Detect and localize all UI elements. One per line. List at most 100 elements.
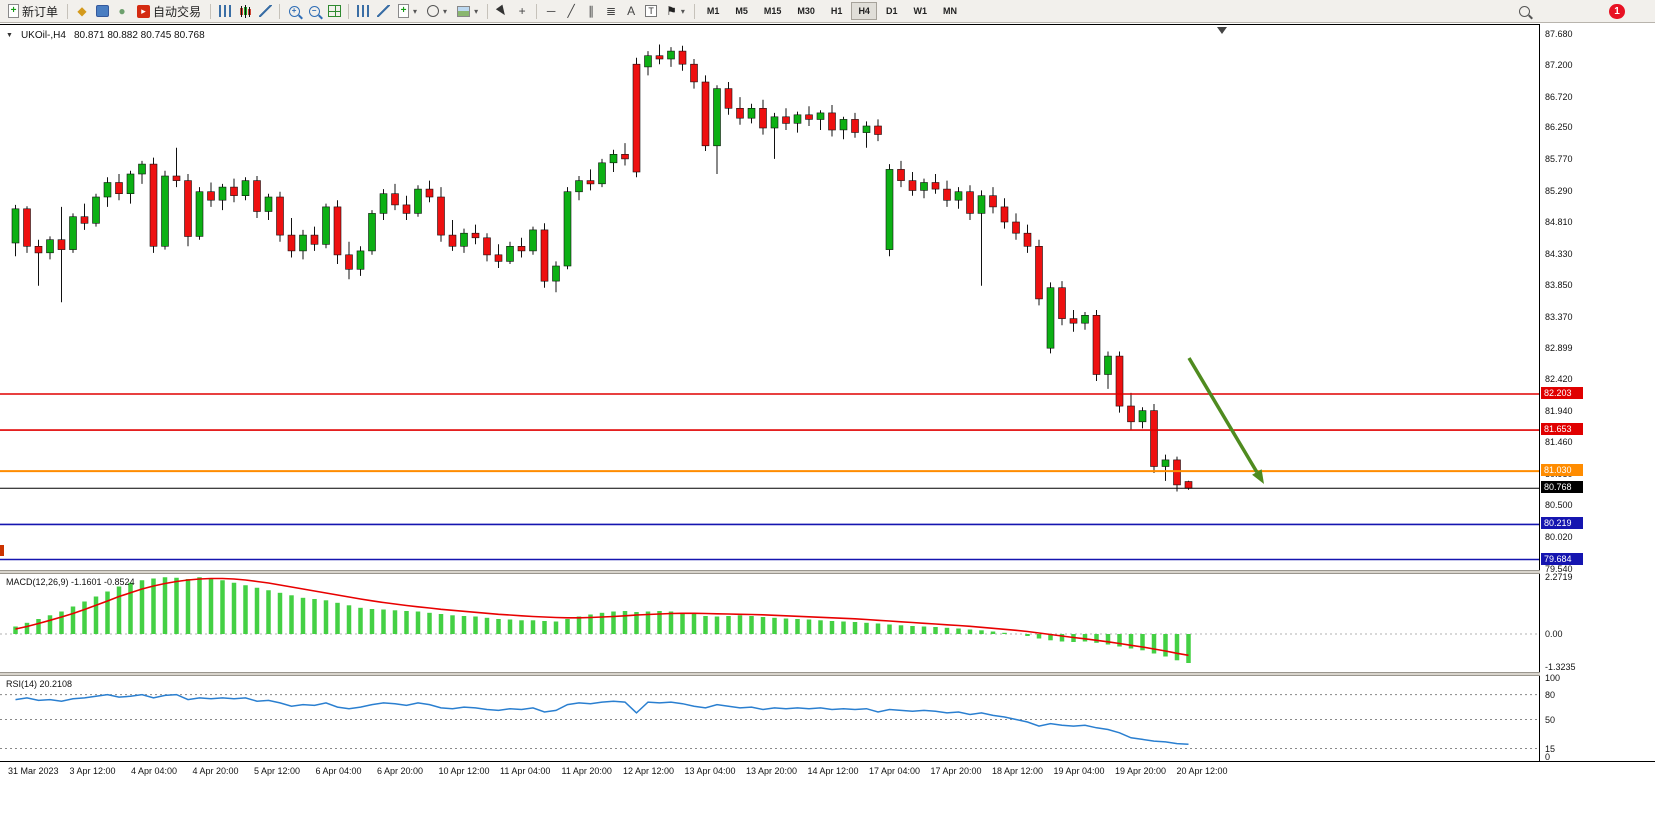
candle-body xyxy=(1046,287,1055,349)
tile-windows-button[interactable] xyxy=(325,3,343,20)
candle-body xyxy=(345,254,353,270)
timeframe-d1[interactable]: D1 xyxy=(885,6,898,16)
timeframe-mn[interactable]: MN xyxy=(942,6,957,16)
oscillator-add-button[interactable] xyxy=(374,3,392,20)
timeframe-h1[interactable]: H1 xyxy=(830,6,843,16)
main-toolbar: + 新订单 ◆ ● ▸ 自动交易 + − + ▾ ▾ ▾ xyxy=(0,0,1655,23)
crosshair-button[interactable]: + xyxy=(518,4,526,18)
rsi-canvas[interactable] xyxy=(0,676,1539,761)
trendline-button[interactable]: ╱ xyxy=(567,4,575,18)
left-object-marker xyxy=(0,545,4,556)
candle-body xyxy=(195,191,204,237)
timeframe-m5[interactable]: M5 xyxy=(735,6,748,16)
candle-body xyxy=(460,232,468,247)
zoom-in-button[interactable]: + xyxy=(285,3,303,20)
macd-canvas[interactable] xyxy=(0,574,1539,672)
text-button[interactable]: A xyxy=(627,4,636,18)
auto-trading-button[interactable]: ▸ 自动交易 xyxy=(133,2,205,21)
time-axis[interactable]: 31 Mar 2023 3 Apr 12:00 4 Apr 04:00 4 Apr 2… xyxy=(0,761,1655,825)
search-button[interactable] xyxy=(1515,3,1533,20)
price-axis-label: 85.770 xyxy=(1545,154,1573,164)
candlestick-chart-button[interactable] xyxy=(236,3,254,20)
profiles-icon[interactable] xyxy=(93,3,111,20)
timeframe-m30[interactable]: M30 xyxy=(797,6,815,16)
timeframe-m1[interactable]: M1 xyxy=(706,6,720,16)
line-chart-button[interactable] xyxy=(256,3,274,20)
rsi-panel: RSI(14) 20.2108 xyxy=(0,676,1540,761)
candle-body xyxy=(575,180,583,193)
rsi-label: RSI(14) 20.2108 xyxy=(6,679,73,689)
main-chart-canvas[interactable] xyxy=(0,25,1539,570)
candle-body xyxy=(1058,287,1066,319)
fibonacci-button[interactable]: ≣ xyxy=(606,4,617,18)
price-axis[interactable]: 87.680 87.200 86.720 86.250 85.770 85.290 84.8… xyxy=(1540,24,1655,762)
candle-body xyxy=(885,169,894,250)
candle-body xyxy=(506,246,514,262)
rsi-axis-label: 100 xyxy=(1545,673,1561,683)
candle-body xyxy=(46,239,54,254)
new-order-button[interactable]: + 新订单 xyxy=(4,2,62,21)
channel-button[interactable]: ∥ xyxy=(588,4,595,18)
time-axis-label: 6 Apr 20:00 xyxy=(377,766,424,776)
candle-body xyxy=(908,180,917,191)
zoom-out-button[interactable]: − xyxy=(305,3,323,20)
cursor-button[interactable] xyxy=(493,3,511,20)
candle-body xyxy=(322,206,330,245)
time-axis-label: 18 Apr 12:00 xyxy=(992,766,1044,776)
candle-body xyxy=(1012,221,1020,234)
indicator-add-button[interactable] xyxy=(354,3,372,20)
panel-splitter[interactable] xyxy=(0,570,1655,574)
candle-body xyxy=(747,108,756,119)
trend-arrow-head xyxy=(1252,469,1264,484)
rsi-axis-label: 50 xyxy=(1545,715,1556,725)
horizontal-line-button[interactable]: ─ xyxy=(546,4,556,18)
template-button[interactable]: ▾ xyxy=(453,5,482,18)
toolbar-separator xyxy=(536,3,538,19)
bar-chart-button[interactable] xyxy=(216,3,234,20)
candlestick-chart-icon xyxy=(238,4,252,18)
trend-arrow-line[interactable] xyxy=(1187,357,1259,473)
symbol-dropdown-icon[interactable]: ▼ xyxy=(6,32,13,39)
market-watch-icon[interactable]: ◆ xyxy=(77,4,87,18)
time-axis-label: 5 Apr 12:00 xyxy=(254,766,301,776)
auto-trading-label: 自动交易 xyxy=(153,4,202,19)
time-axis-label: 3 Apr 12:00 xyxy=(69,766,116,776)
clock-icon xyxy=(427,5,440,17)
text-label-button[interactable]: T xyxy=(642,3,660,20)
period-button[interactable]: ▾ xyxy=(423,4,451,18)
chart-shift-marker[interactable] xyxy=(1217,27,1227,34)
timeframe-m15[interactable]: M15 xyxy=(763,6,782,16)
candle-body xyxy=(276,196,284,236)
candle-body xyxy=(690,63,698,83)
price-axis-label: 84.330 xyxy=(1545,249,1573,259)
time-axis-label: 11 Apr 20:00 xyxy=(561,766,612,776)
candle-body xyxy=(218,186,227,201)
candle-body xyxy=(563,191,572,267)
text-label-icon: T xyxy=(645,5,658,17)
time-axis-label: 14 Apr 12:00 xyxy=(807,766,859,776)
candle-body xyxy=(977,195,986,214)
data-window-icon[interactable]: ● xyxy=(118,4,126,18)
candle-body xyxy=(621,154,629,160)
time-axis-label: 13 Apr 20:00 xyxy=(746,766,798,776)
price-axis-label: 83.370 xyxy=(1545,312,1573,322)
timeframe-w1[interactable]: W1 xyxy=(913,6,927,16)
toolbar-separator xyxy=(348,3,350,19)
new-order-label: 新订单 xyxy=(22,4,59,19)
new-chart-button[interactable]: + ▾ xyxy=(394,3,421,19)
candle-body xyxy=(103,182,112,198)
template-icon xyxy=(457,5,471,17)
indicator-icon xyxy=(356,5,370,17)
profiles-glyph xyxy=(95,5,109,17)
candle-body xyxy=(287,234,296,252)
panel-splitter[interactable] xyxy=(0,672,1655,676)
arrows-button[interactable]: ⚑ ▾ xyxy=(662,3,689,19)
timeframe-h4[interactable]: H4 xyxy=(851,2,877,20)
candle-body xyxy=(586,180,595,185)
new-order-icon: + xyxy=(8,4,19,18)
candle-body xyxy=(644,55,652,68)
notification-badge[interactable]: 1 xyxy=(1609,3,1625,19)
candle-body xyxy=(966,191,974,214)
candle-body xyxy=(437,196,445,236)
